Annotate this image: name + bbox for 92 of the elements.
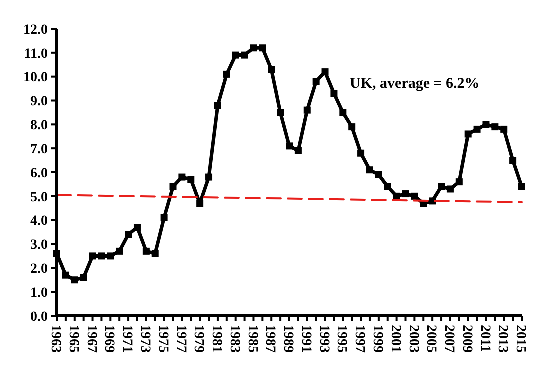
point [500,126,508,133]
point [482,121,490,128]
point [125,231,132,238]
x-tick-label: 1987 [262,325,278,353]
x-tick-label: 2007 [442,325,457,353]
point [330,90,338,98]
point [71,276,78,284]
x-tick-label: 1965 [66,325,81,353]
point [358,150,365,157]
point [206,174,213,181]
point [348,124,356,131]
point [411,192,418,200]
y-tick-label: 2.0 [30,262,48,278]
point [456,178,463,186]
x-tick-label: 2001 [388,325,403,353]
point [98,252,106,260]
point [518,183,526,190]
point [259,44,266,52]
x-tick-label: 1969 [102,325,117,353]
point [232,52,240,59]
y-tick-label: 10.0 [24,70,48,86]
x-tick-label: 1979 [191,325,206,353]
point [214,102,222,110]
point [402,190,410,198]
y-tick-label: 7.0 [30,142,48,158]
y-tick-label: 11.0 [24,46,48,62]
point [312,78,320,86]
point [223,70,230,78]
x-tick-label: 1963 [48,325,64,353]
point [241,52,248,59]
x-tick-label: 1985 [244,325,260,353]
x-tick-label: 1967 [84,325,99,353]
point [196,200,204,208]
annotation: UK, average = 6.2% [350,76,480,92]
y-tick-label: 6.0 [30,166,48,182]
point [429,198,436,205]
point [375,171,382,178]
point [170,183,177,190]
x-tick-label: 1981 [209,325,224,353]
x-tick-label: 1999 [370,325,386,353]
y-tick-label: 1.0 [30,286,48,301]
y-tick-label: 12.0 [24,22,48,38]
x-tick-label: 2009 [459,325,474,353]
x-tick-label: 1993 [316,325,332,353]
point [510,157,517,164]
point [268,66,276,74]
point [116,248,124,255]
point [62,272,70,279]
x-tick-label: 1975 [155,325,170,353]
point [142,248,150,255]
point [188,176,195,184]
point [304,106,311,114]
x-tick-label: 1971 [120,325,135,353]
x-tick-label: 1997 [352,325,368,353]
x-tick-label: 2013 [495,325,510,353]
x-tick-label: 1983 [226,325,242,353]
point [366,166,374,174]
point [464,130,472,138]
point [393,192,400,200]
point [286,142,293,150]
point [384,183,392,190]
x-tick-label: 1995 [334,325,350,353]
point [340,109,347,116]
point [152,250,159,258]
x-tick-label: 1977 [173,325,188,353]
point [446,186,454,193]
point [107,252,114,260]
point [250,44,258,52]
point [277,109,284,116]
point [160,214,168,222]
x-tick-label: 2003 [406,325,421,353]
y-tick-label: 0.0 [30,310,48,325]
point [178,174,186,181]
x-tick-label: 2005 [424,325,439,353]
x-tick-label: 2011 [477,325,492,352]
point [294,147,302,154]
x-tick-label: 1991 [298,325,314,353]
y-tick-label: 4.0 [30,214,48,230]
point [438,183,446,190]
point [322,68,329,76]
point [474,126,481,133]
point [492,124,499,131]
y-tick-label: 9.0 [30,94,48,110]
point [89,252,96,260]
y-tick-label: 5.0 [30,190,48,206]
x-tick-label: 1973 [138,325,153,353]
x-tick-label: 2015 [513,325,528,353]
point [134,224,141,232]
point [80,274,88,282]
y-tick-label: 8.0 [30,118,48,134]
y-tick-label: 3.0 [30,238,48,254]
x-tick-label: 1989 [280,325,296,353]
